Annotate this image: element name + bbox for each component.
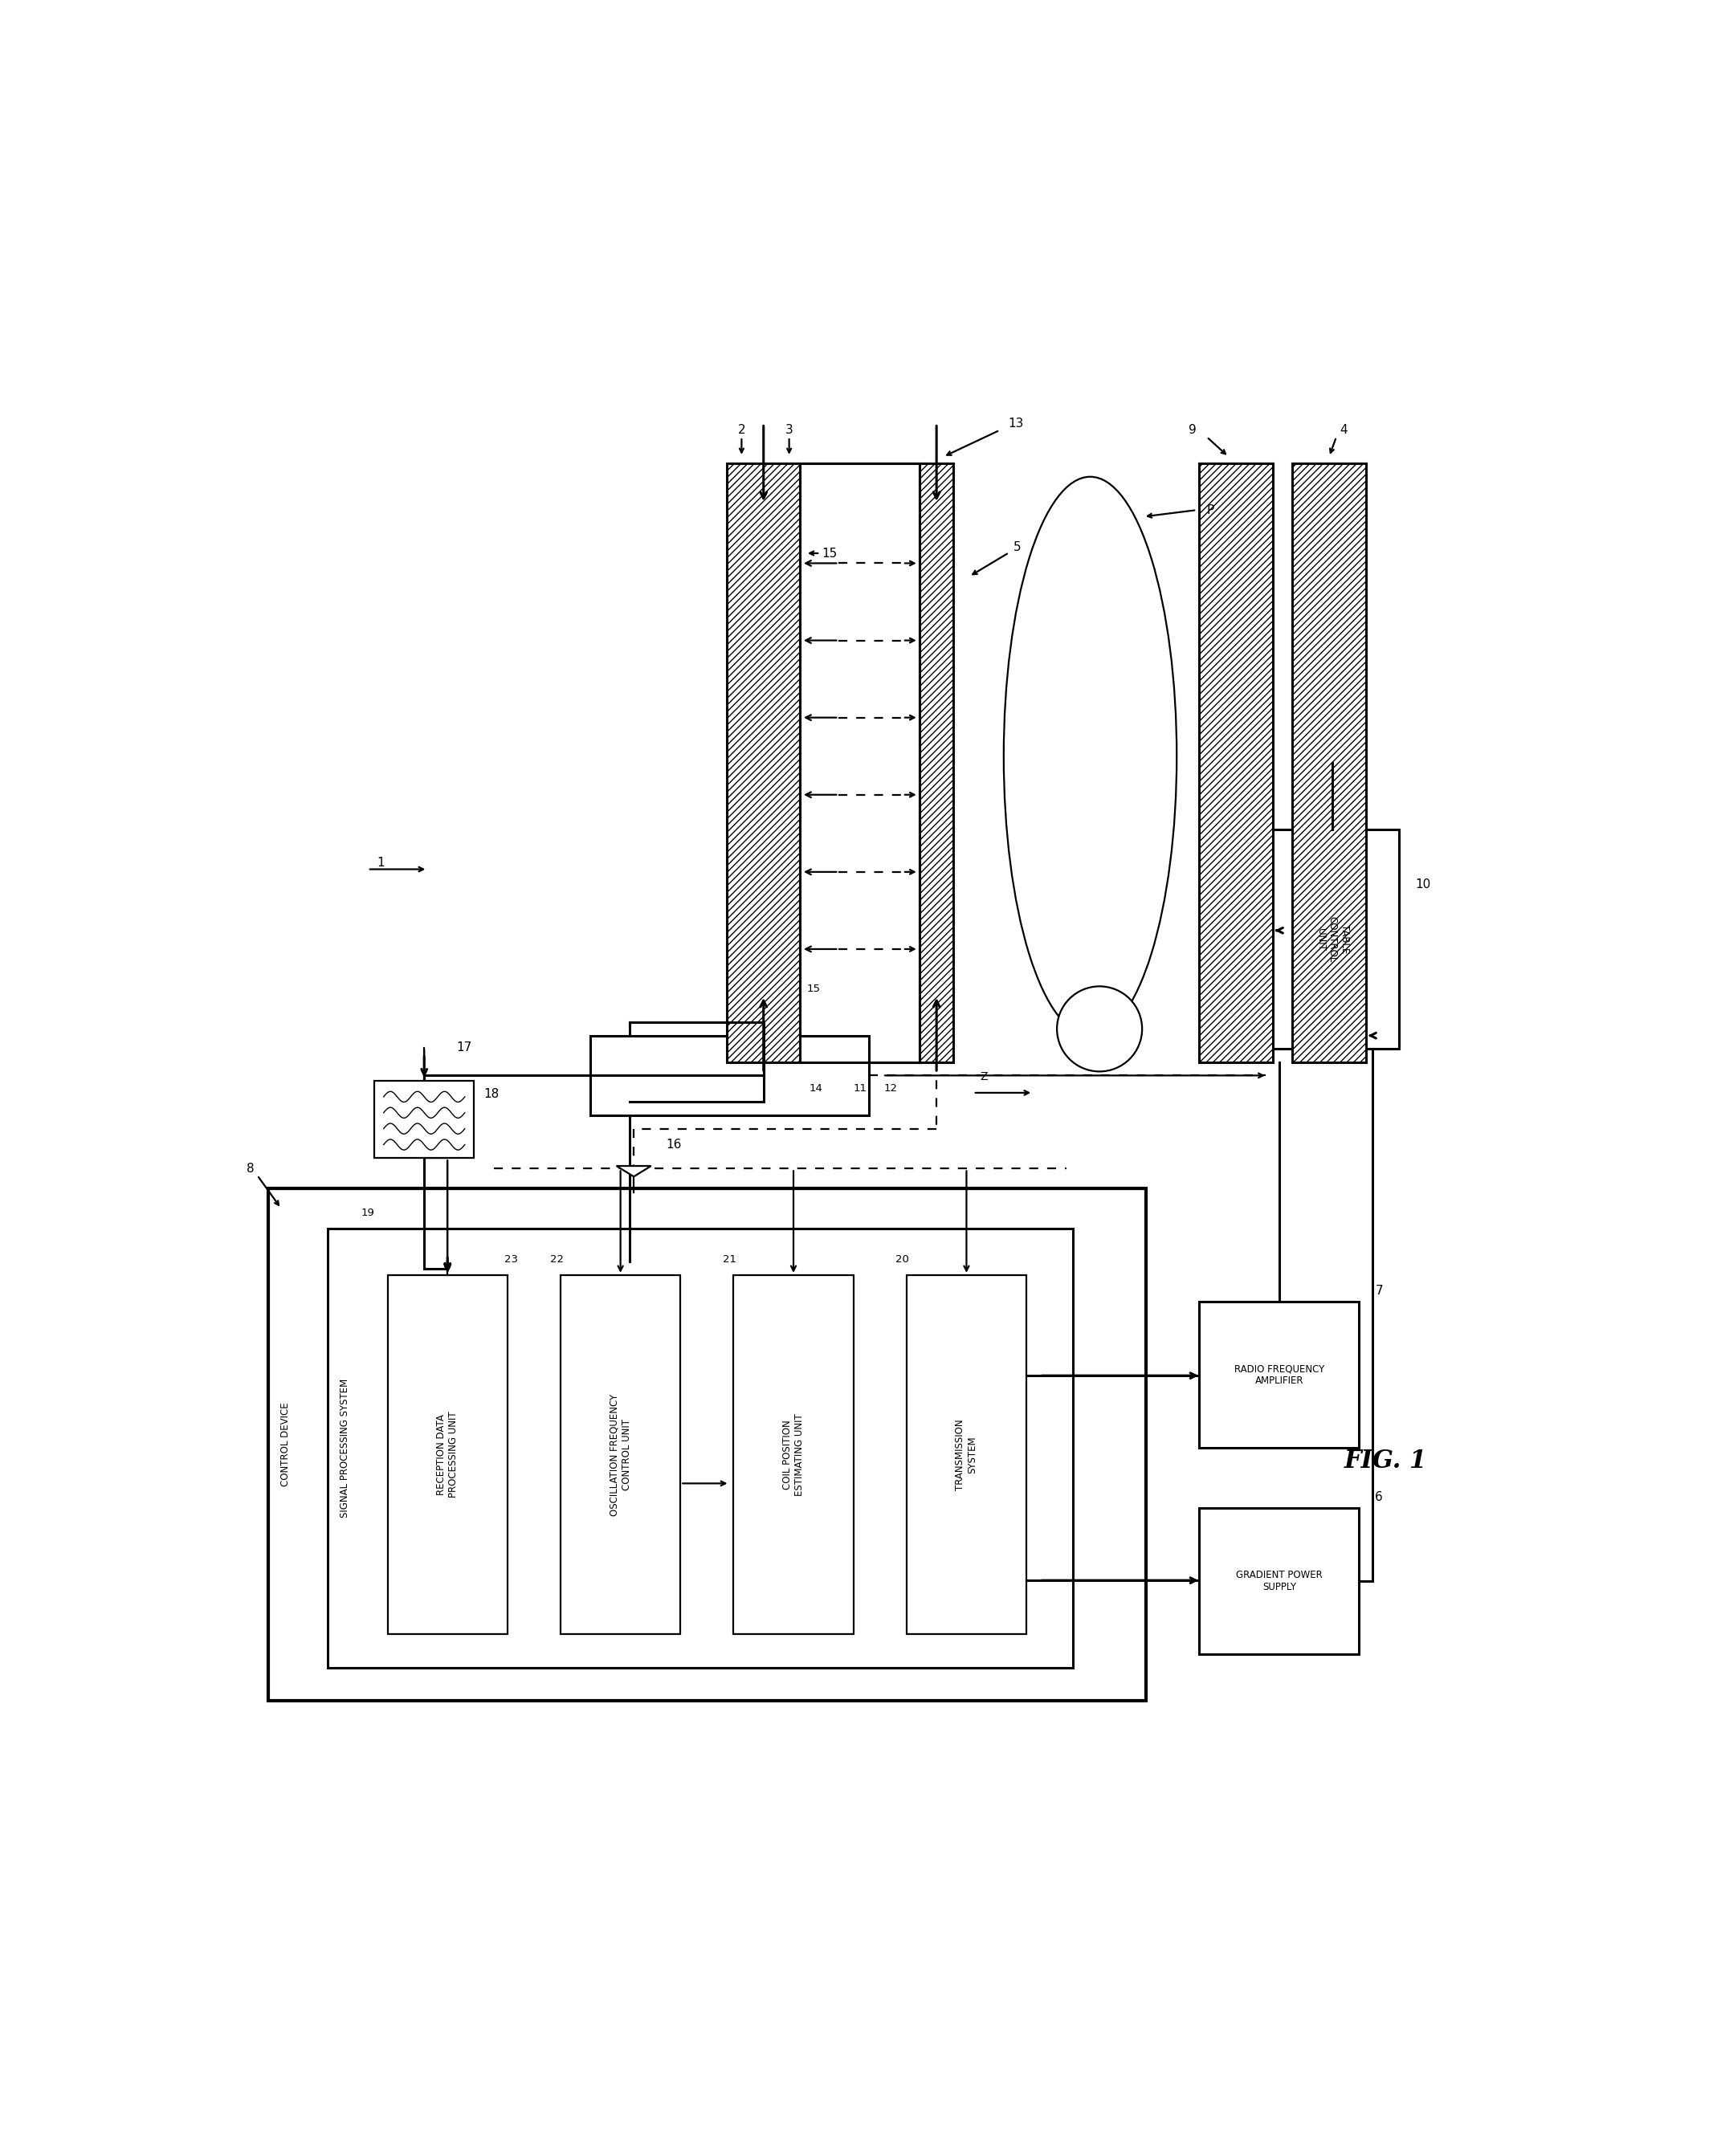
Text: 9: 9 [1188, 425, 1197, 436]
Text: 5: 5 [1013, 541, 1022, 554]
Bar [268, 1188, 1147, 1701]
Text: OSCILLATION FREQUENCY
CONTROL UNIT: OSCILLATION FREQUENCY CONTROL UNIT [610, 1393, 632, 1516]
Bar [800, 464, 920, 1063]
Text: 23: 23 [505, 1255, 519, 1263]
Bar [1198, 464, 1272, 1063]
Text: 4: 4 [1339, 425, 1348, 436]
Text: P: P [1207, 505, 1214, 515]
Text: 14: 14 [809, 1084, 822, 1093]
Text: 1: 1 [378, 856, 385, 869]
Text: 15: 15 [807, 983, 821, 994]
Text: 3: 3 [785, 425, 793, 436]
Bar [1198, 1507, 1360, 1654]
Text: CONTROL DEVICE: CONTROL DEVICE [280, 1404, 290, 1488]
Bar [920, 464, 953, 1063]
Bar [1198, 1302, 1360, 1449]
Text: FIG. 1: FIG. 1 [1344, 1449, 1427, 1475]
Text: 7: 7 [1375, 1285, 1382, 1298]
Bar [1265, 830, 1399, 1048]
Text: Z: Z [980, 1072, 987, 1082]
Text: RADIO FREQUENCY
AMPLIFIER: RADIO FREQUENCY AMPLIFIER [1235, 1363, 1324, 1386]
Bar [328, 1229, 1073, 1667]
Text: TRANSMISSION
SYSTEM: TRANSMISSION SYSTEM [955, 1419, 977, 1490]
Polygon shape [616, 1166, 651, 1177]
Text: 15: 15 [822, 548, 838, 558]
Bar [560, 1274, 680, 1634]
Text: 19: 19 [361, 1207, 374, 1218]
Bar [726, 464, 800, 1063]
Text: 21: 21 [723, 1255, 737, 1263]
Bar [591, 1035, 869, 1115]
Text: 10: 10 [1415, 877, 1430, 890]
Circle shape [1058, 985, 1142, 1072]
Text: COIL POSITION
ESTIMATING UNIT: COIL POSITION ESTIMATING UNIT [783, 1414, 805, 1496]
Bar [907, 1274, 1027, 1634]
Bar [1293, 464, 1365, 1063]
Text: 20: 20 [896, 1255, 910, 1263]
Ellipse shape [1004, 476, 1176, 1035]
Text: GRADIENT POWER
SUPPLY: GRADIENT POWER SUPPLY [1236, 1570, 1322, 1593]
Text: RECEPTION DATA
PROCESSING UNIT: RECEPTION DATA PROCESSING UNIT [436, 1412, 458, 1498]
Text: TABLE
CONTROL
UNIT: TABLE CONTROL UNIT [1315, 916, 1350, 962]
Text: 2: 2 [738, 425, 745, 436]
Text: 16: 16 [666, 1138, 682, 1151]
Bar [733, 1274, 853, 1634]
Text: 6: 6 [1375, 1492, 1382, 1503]
Text: 11: 11 [853, 1084, 867, 1093]
Bar [388, 1274, 508, 1634]
Text: 22: 22 [549, 1255, 563, 1263]
Text: 13: 13 [1008, 418, 1023, 429]
Bar [800, 464, 920, 1063]
Text: SIGNAL PROCESSING SYSTEM: SIGNAL PROCESSING SYSTEM [340, 1378, 350, 1518]
Text: 8: 8 [247, 1162, 254, 1175]
Text: 18: 18 [484, 1089, 500, 1100]
Text: 12: 12 [884, 1084, 898, 1093]
Text: 17: 17 [457, 1041, 472, 1054]
Bar [374, 1080, 474, 1158]
